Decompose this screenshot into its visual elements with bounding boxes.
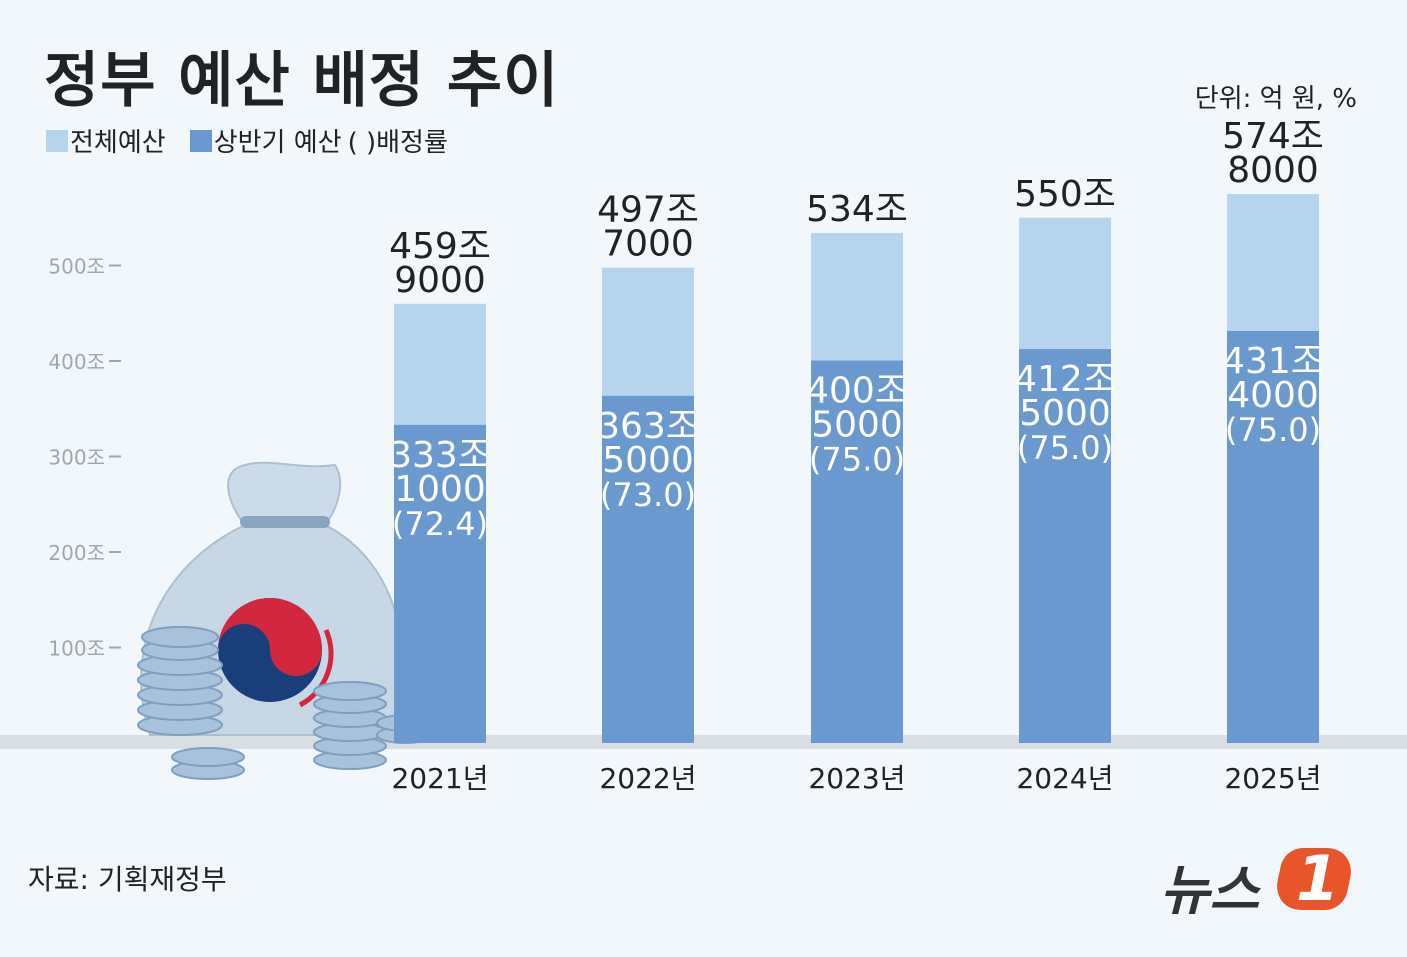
half-value-label: 431조	[1222, 341, 1324, 382]
total-value-label: 7000	[602, 224, 694, 265]
legend-rate-note: ( )배정률	[347, 128, 448, 158]
x-tick-label: 2025년	[1224, 762, 1321, 795]
half-value-label: 333조	[389, 435, 491, 476]
rate-label: (73.0)	[600, 476, 696, 514]
legend-swatch-half	[189, 129, 212, 152]
half-value-label: 363조	[597, 406, 699, 447]
unit-note: 단위: 억 원, %	[1194, 84, 1357, 114]
source-note: 자료: 기획재정부	[28, 863, 227, 896]
money-bag-tie	[240, 516, 330, 528]
half-value-label: 1000	[394, 469, 486, 510]
rate-label: (75.0)	[809, 441, 905, 479]
bar-half	[394, 424, 486, 743]
bar-half	[811, 360, 903, 743]
total-value-label: 534조	[806, 189, 908, 230]
legend-label-half: 상반기 예산	[213, 128, 342, 158]
bar-half	[602, 395, 694, 743]
total-value-label: 8000	[1227, 150, 1319, 191]
y-tick-label: 200조	[48, 541, 105, 565]
taegeuk-emblem-icon	[218, 598, 334, 708]
half-value-label: 4000	[1227, 375, 1319, 416]
x-tick-label: 2021년	[391, 762, 488, 795]
half-value-label: 400조	[806, 371, 908, 412]
logo-text: 뉴스	[1160, 859, 1260, 922]
y-tick-label: 500조	[48, 255, 105, 279]
chart-title: 정부 예산 배정 추이	[44, 46, 560, 116]
ground-band	[0, 735, 1407, 749]
rate-label: (75.0)	[1017, 429, 1113, 467]
y-tick-label: 100조	[48, 637, 105, 661]
coin-stack-left-icon	[137, 626, 223, 736]
total-value-label: 574조	[1222, 116, 1324, 157]
total-value-label: 550조	[1014, 174, 1116, 215]
legend-swatch-total	[46, 129, 68, 152]
half-value-label: 5000	[1019, 393, 1111, 434]
x-tick-label: 2022년	[599, 762, 696, 795]
money-bag-top	[227, 461, 342, 526]
bar-half	[1019, 349, 1111, 743]
bars	[394, 194, 1319, 744]
logo-number: 1	[1296, 842, 1340, 915]
legend-item-half: 상반기 예산 ( )배정률	[189, 122, 448, 159]
total-value-label: 9000	[394, 260, 486, 301]
y-tick-label: 300조	[48, 446, 105, 470]
money-bag-illustration	[137, 461, 434, 780]
half-value-label: 5000	[602, 440, 694, 481]
rate-label: (75.0)	[1225, 411, 1321, 449]
y-axis: 100조 200조 300조 400조 500조	[48, 255, 121, 661]
total-value-label: 497조	[597, 190, 699, 231]
half-value-label: 412조	[1014, 359, 1116, 400]
x-tick-label: 2024년	[1016, 762, 1113, 795]
half-value-label: 5000	[811, 405, 903, 446]
bar-half	[1227, 331, 1319, 743]
legend-label-total: 전체예산	[70, 128, 166, 158]
total-value-label: 459조	[389, 226, 491, 267]
news1-logo: 뉴스 1	[1160, 838, 1360, 922]
rate-label: (72.4)	[392, 505, 488, 543]
x-tick-label: 2023년	[808, 762, 905, 795]
legend-item-total: 전체예산	[46, 122, 166, 159]
y-tick-label: 400조	[48, 350, 105, 374]
legend: 전체예산 상반기 예산 ( )배정률	[46, 122, 472, 159]
